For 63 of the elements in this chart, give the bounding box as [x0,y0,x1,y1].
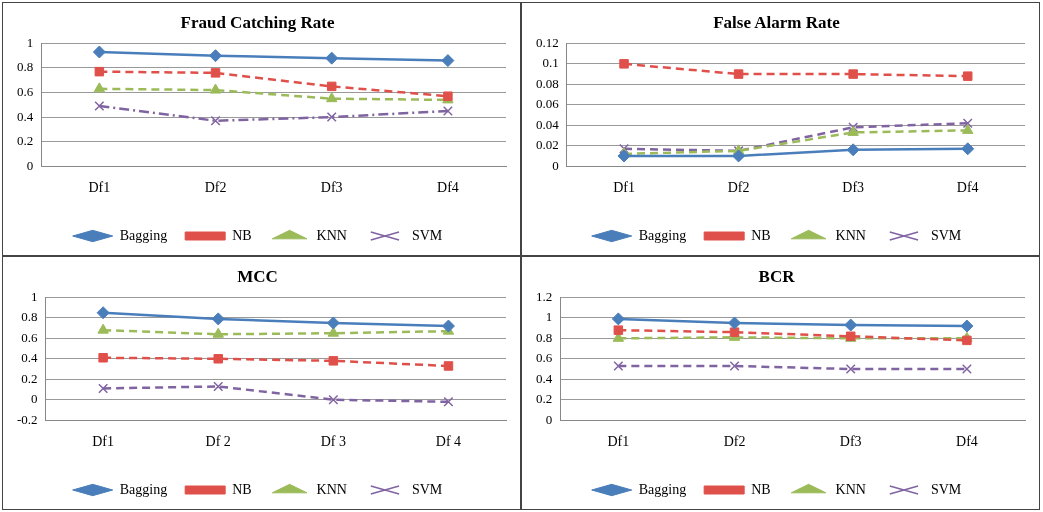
x-tick-label: Df1 [613,180,635,196]
x-tick-label: Df1 [88,180,111,196]
y-tick-label: 0.06 [536,96,560,112]
y-tick-label: 0.1 [542,55,559,71]
x-tick-label: Df4 [956,434,978,450]
chart-title: Fraud Catching Rate [180,12,335,32]
y-tick-label: 0.8 [17,59,34,75]
y-tick-label: 0.4 [536,370,553,386]
x-tick-label: Df3 [320,180,343,196]
y-tick-label: 0 [545,411,553,427]
legend-label: SVM [930,481,962,497]
x-tick-label: Df 3 [320,434,346,450]
legend-label: NB [232,227,252,243]
legend-label: Bagging [638,227,687,243]
y-tick-label: 0.4 [21,350,39,366]
legend-label: NB [751,227,771,243]
y-tick-label: 0 [26,157,34,173]
legend-label: Bagging [119,227,168,243]
y-tick-label: -0.2 [16,411,38,427]
y-tick-label: 0.6 [536,350,553,366]
legend-label: SVM [411,481,443,497]
x-tick-label: Df3 [839,434,862,450]
chart-title: False Alarm Rate [713,12,841,32]
chart-title: MCC [237,266,278,286]
y-tick-label: 1 [31,288,38,304]
x-tick-label: Df4 [956,180,979,196]
x-tick-label: Df4 [437,180,459,196]
y-tick-label: 0.6 [17,83,34,99]
y-tick-label: 1 [26,34,34,50]
x-tick-label: Df2 [204,180,227,196]
legend-label: NB [232,481,252,497]
y-tick-label: 0.02 [536,137,559,153]
legend-label: SVM [411,227,443,243]
x-tick-label: Df2 [723,434,746,450]
legend-label: KNN [835,227,866,243]
y-tick-label: 0.04 [536,116,560,132]
y-tick-label: 0 [31,391,38,407]
y-tick-label: 1 [545,309,553,325]
legend-label: KNN [316,481,347,497]
x-tick-label: Df1 [607,434,630,450]
y-tick-label: 0.6 [21,329,39,345]
x-tick-label: Df3 [842,180,865,196]
legend-label: Bagging [638,481,687,497]
legend-label: Bagging [119,481,168,497]
legend-label: KNN [835,481,866,497]
y-tick-label: 0.12 [536,34,559,50]
y-tick-label: 0.4 [17,108,34,124]
x-tick-label: Df 4 [435,434,462,450]
x-tick-label: Df1 [92,434,115,450]
legend-label: SVM [930,227,962,243]
x-tick-label: Df 2 [205,434,231,450]
legend-label: KNN [316,227,347,243]
legend-label: NB [751,481,771,497]
y-tick-label: 1.2 [536,288,553,304]
x-tick-label: Df2 [727,180,750,196]
y-tick-label: 0.2 [21,370,38,386]
y-tick-label: 0.2 [17,133,34,149]
y-tick-label: 0.8 [21,309,38,325]
chart-title: BCR [758,266,796,286]
y-tick-label: 0.2 [536,391,553,407]
y-tick-label: 0 [552,157,559,173]
y-tick-label: 0.8 [536,329,553,345]
y-tick-label: 0.08 [536,75,559,91]
